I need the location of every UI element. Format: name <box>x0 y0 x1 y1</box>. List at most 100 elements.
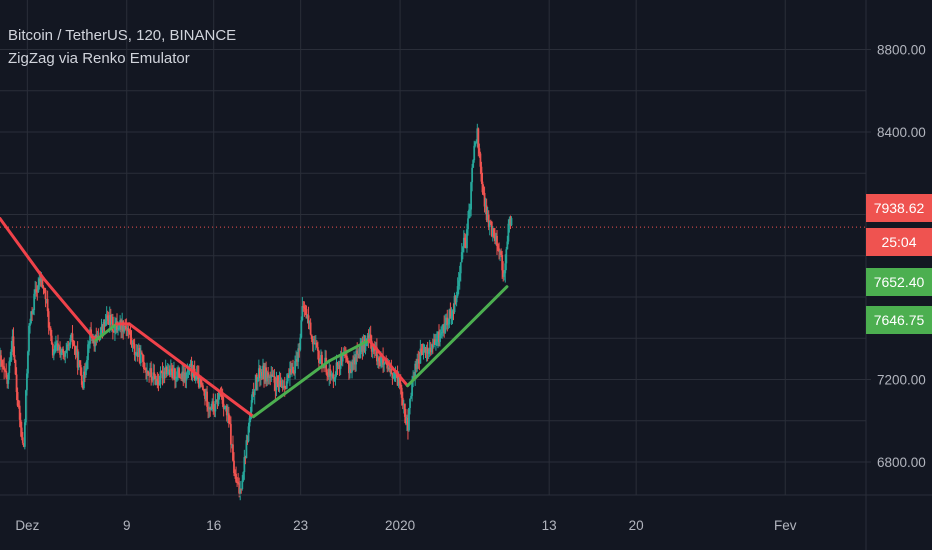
time-tick-label: 16 <box>206 518 221 533</box>
candle-body <box>246 440 249 442</box>
indicator-title[interactable]: ZigZag via Renko Emulator <box>8 50 190 67</box>
candle-body <box>469 209 471 211</box>
candle-body <box>330 375 333 377</box>
candle-body <box>212 401 215 409</box>
candle-body <box>26 373 28 391</box>
candle-body <box>403 403 406 417</box>
candle-body <box>65 350 68 353</box>
candle-body <box>78 360 81 365</box>
time-axis[interactable]: Dez 9 16 23 2020 13 20 Fev <box>15 518 796 533</box>
candle-body <box>244 457 247 459</box>
candle-body <box>135 352 138 355</box>
candle-body <box>470 182 473 210</box>
candle-body <box>215 399 218 401</box>
candle-body <box>497 246 499 249</box>
candle-body <box>207 406 210 410</box>
chart-legend: Bitcoin / TetherUS, 120, BINANCE ZigZag … <box>8 24 236 70</box>
candle-body <box>272 375 275 377</box>
candle-body <box>394 372 397 377</box>
candle-body <box>453 295 456 313</box>
candle-body <box>199 378 202 385</box>
candle-body <box>11 336 14 350</box>
candle-body <box>163 371 166 375</box>
candle-body <box>183 372 186 382</box>
candle-body <box>341 353 344 362</box>
candle-body <box>134 354 137 356</box>
candle-body <box>208 407 211 410</box>
candle-body <box>161 371 164 379</box>
candle-body <box>449 309 452 319</box>
candle-body <box>258 368 261 379</box>
candle-body <box>382 356 384 365</box>
candle-body <box>140 352 143 355</box>
candle-body <box>85 368 87 375</box>
candle-body <box>89 329 91 344</box>
candle-body <box>315 342 318 348</box>
time-tick-label: 13 <box>542 518 557 533</box>
candle-body <box>45 299 48 301</box>
zigzag-segment <box>367 338 410 388</box>
candle-body <box>267 372 270 378</box>
candle-body <box>366 335 369 339</box>
zigzag-segment <box>327 338 371 363</box>
candle-body <box>180 377 183 379</box>
candle-body <box>379 360 381 363</box>
candle-body <box>357 353 360 355</box>
candle-body <box>508 218 511 224</box>
candle-body <box>124 326 127 328</box>
candle-body <box>414 363 417 379</box>
candle-body <box>53 345 56 352</box>
candle-body <box>451 311 454 317</box>
symbol-title[interactable]: Bitcoin / TetherUS, 120, BINANCE <box>8 27 237 44</box>
candle-body <box>502 270 505 277</box>
candle-body <box>136 352 139 358</box>
price-tick-label: 8800.00 <box>877 43 926 58</box>
candle-body <box>146 371 148 373</box>
candle-body <box>501 255 504 271</box>
candle-body <box>292 366 294 374</box>
candle-body <box>496 235 498 247</box>
candle-body <box>150 368 153 377</box>
candle-body <box>441 331 444 334</box>
candle-body <box>203 389 205 392</box>
candle-body <box>174 368 176 381</box>
candle-body <box>507 223 510 242</box>
candle-body <box>221 397 224 404</box>
candle-body <box>476 128 479 143</box>
candle-body <box>107 318 110 325</box>
candle-body <box>468 209 470 219</box>
candle-body <box>159 371 162 385</box>
candle-body <box>1 360 3 366</box>
candle-body <box>93 336 96 347</box>
candle-body <box>326 372 329 376</box>
candle-body <box>170 368 173 372</box>
candle-body <box>108 315 111 325</box>
candle-body <box>28 325 30 352</box>
candle-body <box>104 320 107 326</box>
candle-body <box>3 366 6 371</box>
candle-body <box>122 321 125 332</box>
candle-body <box>319 361 321 363</box>
candle-body <box>75 349 78 355</box>
candle-body <box>465 240 467 249</box>
price-axis[interactable]: 6800.00 7200.00 8400.00 8800.00 <box>866 43 926 471</box>
candle-body <box>409 398 411 409</box>
candle-body <box>459 262 462 274</box>
candle-body <box>327 375 330 377</box>
price-badge <box>866 306 932 334</box>
candle-body <box>21 437 24 444</box>
price-badges: 7938.62 25:04 7652.40 7646.75 <box>866 194 932 334</box>
candle-body <box>213 408 216 412</box>
candle-body <box>377 358 379 362</box>
candle-body <box>82 371 85 389</box>
candle-body <box>169 368 172 376</box>
candle-body <box>232 444 234 461</box>
candle-body <box>264 367 266 380</box>
candle-body <box>311 338 314 345</box>
candle-body <box>34 289 37 294</box>
candle-body <box>321 355 323 368</box>
candle-body <box>375 347 378 362</box>
candle-body <box>261 372 263 376</box>
